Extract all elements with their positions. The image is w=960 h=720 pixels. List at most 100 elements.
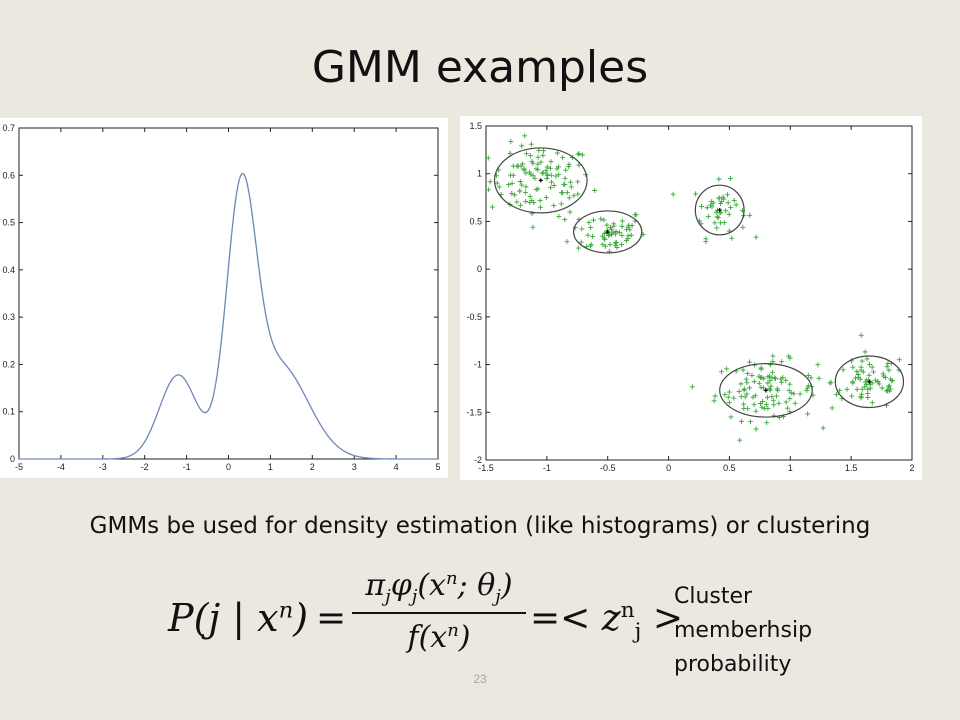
density-ytick-label: 0 <box>10 454 15 464</box>
cluster-point <box>886 384 892 390</box>
cluster-point <box>867 361 873 367</box>
cluster-point <box>592 187 598 193</box>
cluster-point <box>853 375 859 381</box>
cluster-xtick-label: 0.5 <box>723 463 736 473</box>
cluster-point <box>607 242 613 248</box>
cluster-point <box>530 224 536 230</box>
cluster-point <box>506 182 512 188</box>
cluster-point <box>858 395 864 401</box>
cluster-xtick-label: 1 <box>788 463 793 473</box>
cluster-point <box>753 426 759 432</box>
cluster-point <box>543 194 549 200</box>
cluster-point <box>564 190 570 196</box>
cluster-point <box>804 385 810 391</box>
cluster-point <box>742 394 748 400</box>
cluster-point <box>792 400 798 406</box>
cluster-point <box>725 394 731 400</box>
cluster-point <box>867 385 873 391</box>
cluster-point <box>844 386 850 392</box>
cluster-point <box>568 184 574 190</box>
cluster-point <box>709 198 715 204</box>
cluster-point <box>693 191 699 197</box>
cluster-point <box>566 161 572 167</box>
density-xtick-label: -5 <box>15 462 23 472</box>
cluster-point <box>862 384 868 390</box>
cluster-point <box>741 401 747 407</box>
cluster-point <box>535 161 541 167</box>
cluster-ellipse <box>493 147 588 214</box>
cluster-point <box>612 231 618 237</box>
cluster-point <box>519 143 525 149</box>
cluster-point <box>859 391 865 397</box>
cluster-ellipse <box>719 363 813 418</box>
cluster-point <box>738 381 744 387</box>
cluster-point <box>555 164 561 170</box>
cluster-ellipse <box>834 355 905 409</box>
cluster-point <box>729 235 735 241</box>
cluster-point <box>880 371 886 377</box>
cluster-point <box>607 224 613 230</box>
cluster-point <box>531 200 537 206</box>
cluster-point <box>541 148 547 154</box>
cluster-point <box>556 213 562 219</box>
cluster-point <box>579 226 585 232</box>
cluster-point <box>563 167 569 173</box>
cluster-point <box>764 402 770 408</box>
cluster-point <box>883 374 889 380</box>
cluster-ellipse <box>573 210 643 254</box>
cluster-point <box>576 162 582 168</box>
cluster-point <box>562 217 568 223</box>
cluster-point <box>617 230 623 236</box>
cluster-point <box>632 212 638 218</box>
cluster-point <box>625 224 631 230</box>
cluster-point <box>740 367 746 373</box>
cluster-point <box>862 349 868 355</box>
cluster-point <box>567 209 573 215</box>
cluster-point <box>627 227 633 233</box>
formula-numerator: πjφj(xn; θj) <box>365 568 513 607</box>
cluster-point <box>601 230 607 236</box>
cluster-point <box>787 396 793 402</box>
cluster-point <box>743 376 749 382</box>
cluster-point <box>816 375 822 381</box>
cluster-point <box>509 180 515 186</box>
cluster-ytick-label: -1.5 <box>466 407 482 417</box>
cluster-point <box>711 398 717 404</box>
cluster-point <box>857 376 863 382</box>
cluster-point <box>619 241 625 247</box>
cluster-point <box>551 203 557 209</box>
cluster-point <box>753 234 759 240</box>
cluster-point <box>575 191 581 197</box>
cluster-point <box>689 384 695 390</box>
cluster-point <box>785 405 791 411</box>
cluster-point <box>869 400 875 406</box>
cluster-point <box>558 201 564 207</box>
cluster-point <box>705 214 711 220</box>
cluster-point <box>834 391 840 397</box>
cluster-point <box>523 184 529 190</box>
density-ytick-label: 0.1 <box>2 407 15 417</box>
cluster-xtick-label: 0 <box>666 463 671 473</box>
cluster-5 <box>827 332 905 411</box>
cluster-point <box>715 215 721 221</box>
cluster-point <box>628 232 634 238</box>
cluster-point <box>518 202 524 208</box>
cluster-point <box>535 167 541 173</box>
cluster-point <box>512 192 518 198</box>
cluster-point <box>768 383 774 389</box>
cluster-point <box>879 385 885 391</box>
cluster-point <box>820 425 826 431</box>
cluster-point <box>508 139 514 145</box>
cluster-point <box>568 179 574 185</box>
cluster-2 <box>562 210 646 254</box>
cluster-point <box>751 402 757 408</box>
cluster-point <box>728 175 734 181</box>
cluster-point <box>718 210 724 216</box>
cluster-ytick-label: 1 <box>477 169 482 179</box>
cluster-point <box>886 367 892 373</box>
cluster-point <box>780 374 786 380</box>
cluster-point <box>758 384 764 390</box>
cluster-point <box>787 355 793 361</box>
cluster-point <box>804 387 810 393</box>
cluster-point <box>854 386 860 392</box>
